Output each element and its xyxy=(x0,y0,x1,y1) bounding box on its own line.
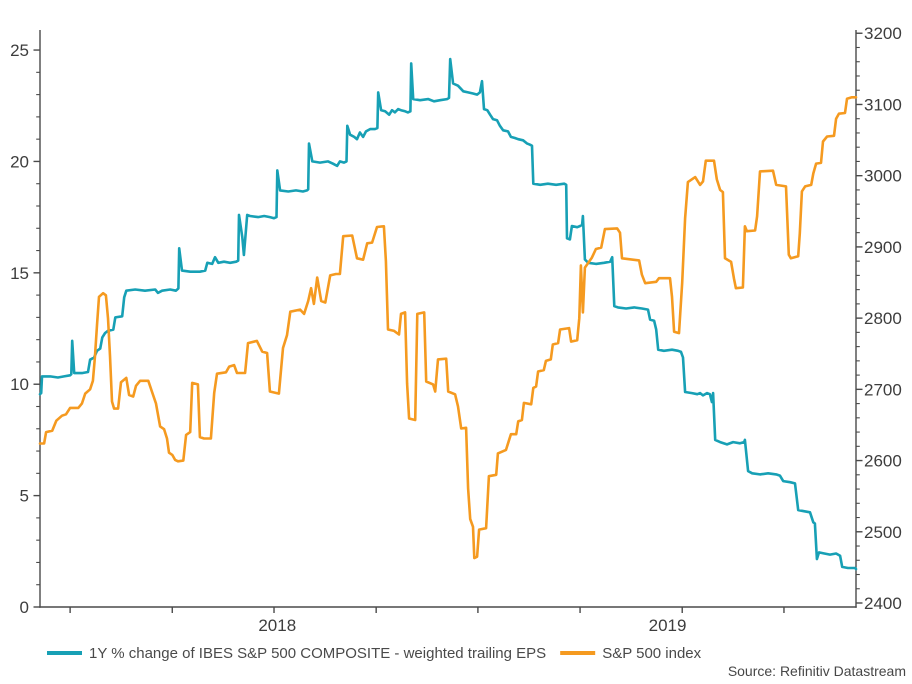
right-tick-label: 2400 xyxy=(864,594,902,613)
source-note: Source: Refinitiv Datastream xyxy=(728,663,906,679)
left-tick-label: 5 xyxy=(20,487,29,506)
x-year-label: 2018 xyxy=(258,616,296,635)
left-tick-label: 10 xyxy=(10,375,29,394)
x-axis-labels: 2018 2019 xyxy=(258,616,686,635)
left-tick-label: 20 xyxy=(10,152,29,171)
right-tick-label: 3100 xyxy=(864,95,902,114)
left-tick-label: 25 xyxy=(10,41,29,60)
right-tick-label: 3200 xyxy=(864,24,902,43)
right-tick-label: 2500 xyxy=(864,523,902,542)
eps-legend-label: 1Y % change of IBES S&P 500 COMPOSITE - … xyxy=(89,645,546,662)
right-tick-label: 3000 xyxy=(864,167,902,186)
series-lines xyxy=(38,57,858,571)
legend: 1Y % change of IBES S&P 500 COMPOSITE - … xyxy=(47,645,702,662)
spx-legend-label: S&P 500 index xyxy=(602,645,701,662)
x-year-label: 2019 xyxy=(649,616,687,635)
axes: 0 5 10 15 20 25 2400 2500 2600 2700 2800 2900 3000 31… xyxy=(10,24,902,617)
left-tick-label: 0 xyxy=(20,598,29,617)
spx-line xyxy=(38,96,858,560)
eps-line xyxy=(38,57,858,571)
left-tick-label: 15 xyxy=(10,264,29,283)
right-tick-label: 2600 xyxy=(864,452,902,471)
right-tick-label: 2700 xyxy=(864,380,902,399)
right-tick-label: 2900 xyxy=(864,238,902,257)
right-tick-label: 2800 xyxy=(864,309,902,328)
